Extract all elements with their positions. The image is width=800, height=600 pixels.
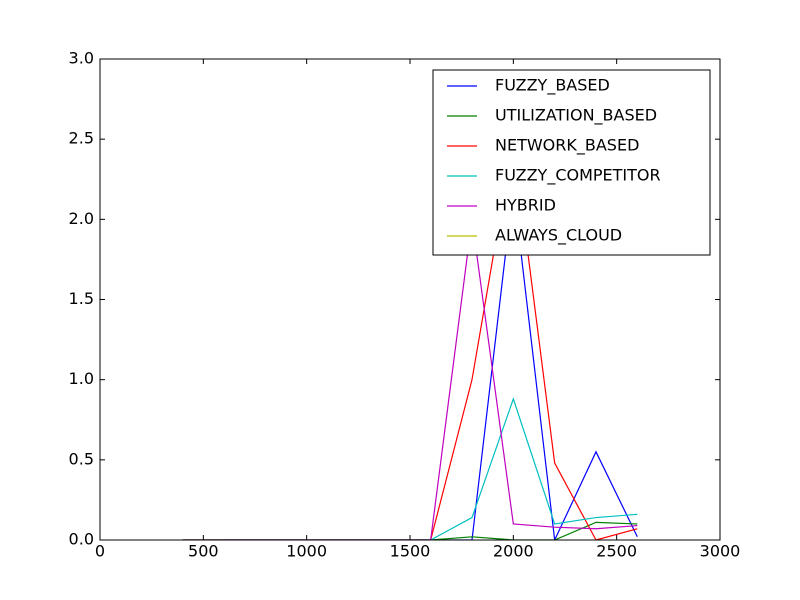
x-tick-label: 1000 [286,542,327,561]
y-tick-label: 2.0 [69,209,94,228]
series-line [182,219,638,540]
x-tick-label: 0 [95,542,105,561]
x-tick-label: 3000 [700,542,741,561]
y-tick-label: 1.5 [69,289,94,308]
legend-label: FUZZY_COMPETITOR [495,166,661,186]
legend-box [432,69,711,256]
x-tick-label: 2000 [493,542,534,561]
y-tick-label: 3.0 [69,49,94,68]
y-tick-label: 0.0 [69,530,94,549]
x-tick-label: 500 [188,542,219,561]
x-tick-label: 1500 [390,542,431,561]
series-line [182,397,638,540]
legend-label: NETWORK_BASED [495,136,639,156]
series-line [182,139,638,540]
y-tick-label: 2.5 [69,129,94,148]
legend-label: HYBRID [495,196,556,215]
x-tick-label: 2500 [596,542,637,561]
legend-label: UTILIZATION_BASED [495,106,657,126]
plot-lines [182,139,638,540]
legend-label: FUZZY_BASED [495,76,610,96]
legend-label: ALWAYS_CLOUD [495,226,622,246]
series-line [182,187,638,540]
series-line [182,521,638,540]
y-tick-label: 1.0 [69,369,94,388]
y-tick-label: 0.5 [69,449,94,468]
